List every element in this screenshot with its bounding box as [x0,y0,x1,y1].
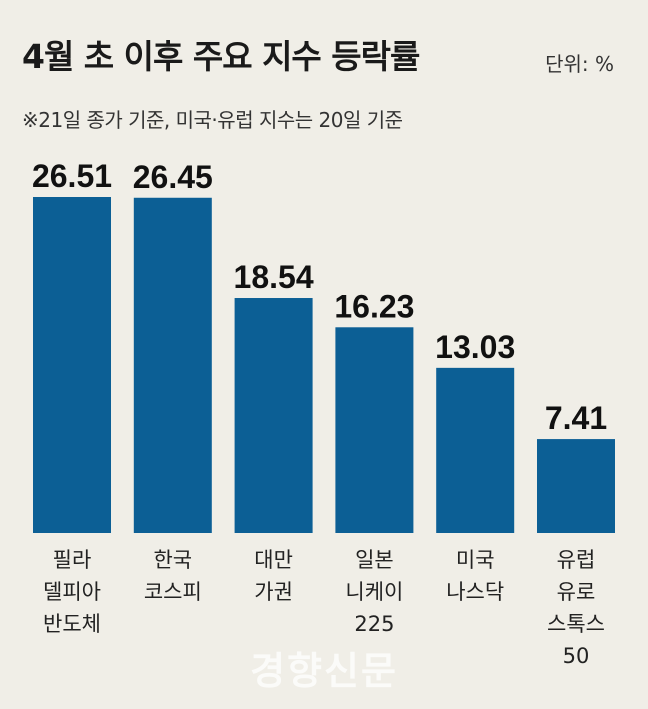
bar-3 [335,327,414,533]
category-label-5-line-3: 50 [563,644,590,668]
watermark-logo: 경향신문 [250,648,398,693]
category-label-3-line-0: 일본 [355,548,394,572]
value-label-0: 26.51 [32,158,112,194]
category-label-4-line-0: 미국 [456,548,495,572]
category-label-0-line-1: 델피아 [43,580,101,604]
value-label-2: 18.54 [234,259,314,295]
category-label-5-line-1: 유로 [557,580,596,604]
unit-label: 단위: % [545,52,614,76]
category-label-1-line-0: 한국 [153,548,192,572]
value-label-4: 13.03 [435,329,515,365]
category-label-5-line-0: 유럽 [557,548,596,572]
bar-4 [436,367,515,533]
chart-note: ※21일 종가 기준, 미국·유럽 지수는 20일 기준 [22,108,403,132]
bar-2 [234,298,313,533]
category-label-3-line-2: 225 [354,612,394,636]
category-label-3-line-1: 니케이 [345,580,403,604]
value-label-3: 16.23 [334,288,414,324]
chart-title: 4월 초 이후 주요 지수 등락률 [22,37,420,76]
category-label-2-line-0: 대만 [254,548,293,572]
bar-5 [537,439,615,533]
category-label-4-line-1: 나스닥 [446,580,504,604]
category-label-0-line-2: 반도체 [43,612,101,636]
value-label-1: 26.45 [133,159,213,195]
category-label-2-line-1: 가권 [254,580,293,604]
bar-1 [133,197,212,533]
category-label-5-line-2: 스톡스 [547,612,605,636]
value-label-5: 7.41 [545,400,607,436]
category-label-0-line-0: 필라 [53,548,92,572]
bar-0 [33,197,111,533]
category-label-1-line-1: 코스피 [144,580,202,604]
